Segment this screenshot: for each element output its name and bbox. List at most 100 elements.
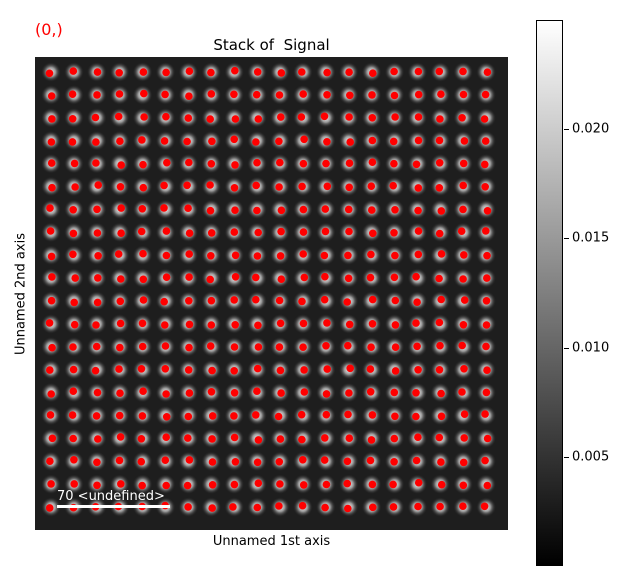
peak-marker (414, 227, 423, 235)
peak-marker (436, 502, 444, 511)
peak-marker (68, 90, 77, 98)
peak-marker (367, 250, 375, 259)
peak-marker (47, 390, 55, 398)
peak-marker (71, 183, 79, 191)
peak-marker (47, 159, 56, 167)
peak-marker (69, 229, 78, 238)
peak-marker (92, 412, 101, 420)
peak-marker (368, 206, 376, 214)
colorbar-tick-label: 0.010 (572, 340, 610, 356)
peak-marker (320, 112, 329, 121)
peak-marker (160, 297, 168, 306)
peak-marker (391, 206, 399, 214)
peak-marker (298, 435, 306, 444)
peak-marker (114, 250, 123, 258)
colorbar-tick-label: 0.005 (572, 449, 610, 465)
peak-marker (71, 274, 79, 282)
peak-marker (299, 343, 307, 352)
peak-marker (117, 480, 125, 488)
peak-marker (139, 296, 148, 304)
peak-marker (460, 296, 469, 304)
peak-marker (437, 412, 446, 421)
peak-marker (391, 113, 399, 121)
peak-marker (460, 434, 469, 442)
colorbar-tick-label: 0.015 (572, 230, 610, 246)
peak-marker (412, 160, 421, 169)
peak-marker (47, 296, 56, 305)
peak-marker (414, 67, 423, 76)
peak-marker (345, 159, 354, 167)
peak-marker (480, 115, 489, 123)
peak-marker (230, 412, 238, 420)
peak-marker (368, 480, 377, 489)
peak-marker (115, 90, 124, 98)
peak-marker (300, 366, 308, 374)
peak-marker (458, 341, 467, 350)
peak-marker (297, 113, 306, 121)
peak-marker (162, 433, 170, 442)
peak-marker (344, 205, 353, 214)
peak-marker (230, 135, 238, 144)
peak-marker (207, 252, 215, 260)
peak-marker (231, 161, 239, 169)
peak-marker (206, 206, 215, 215)
peak-marker (346, 91, 354, 100)
peak-marker (457, 227, 466, 235)
scalebar-line (57, 505, 170, 508)
peak-marker (390, 229, 398, 237)
peak-marker (322, 159, 330, 168)
peak-marker (412, 319, 420, 327)
peak-marker (437, 480, 446, 489)
peak-marker (277, 389, 285, 397)
peak-marker (68, 411, 77, 419)
peak-marker (162, 112, 170, 121)
peak-marker (344, 341, 352, 350)
peak-marker (459, 181, 468, 190)
peak-marker (389, 480, 397, 489)
peak-marker (161, 321, 169, 329)
peak-marker (297, 410, 306, 419)
peak-marker (321, 227, 330, 236)
peak-marker (208, 504, 216, 512)
peak-marker (389, 503, 398, 511)
peak-marker (343, 298, 352, 306)
peak-marker (161, 90, 169, 99)
peak-marker (253, 387, 261, 396)
peak-marker (138, 342, 147, 351)
peak-marker (481, 410, 489, 418)
peak-marker (346, 138, 355, 146)
peak-marker (299, 159, 308, 168)
peak-marker (275, 343, 284, 351)
corner-label: (0,) (35, 20, 63, 39)
peak-marker (70, 298, 78, 307)
peak-marker (45, 69, 54, 78)
peak-marker (208, 481, 217, 489)
peak-marker (366, 456, 375, 465)
peak-marker (116, 433, 125, 441)
peak-marker (483, 434, 492, 443)
colorbar-tick (564, 238, 569, 240)
peak-marker (344, 274, 353, 283)
peak-marker (69, 250, 77, 259)
peak-marker (435, 433, 444, 442)
peak-marker (117, 229, 125, 237)
peak-marker (206, 115, 214, 123)
peak-marker (390, 91, 399, 100)
peak-marker (139, 249, 147, 258)
peak-marker (139, 387, 147, 396)
peak-marker (481, 137, 490, 145)
peak-marker (184, 412, 193, 421)
peak-marker (46, 411, 55, 419)
image-axes[interactable] (35, 57, 508, 530)
peak-marker (46, 457, 54, 466)
peak-marker (230, 433, 239, 442)
peak-marker (437, 389, 445, 398)
peak-marker (389, 137, 398, 146)
peak-marker (117, 161, 125, 169)
peak-marker (116, 389, 124, 398)
peak-marker (435, 136, 444, 145)
peak-marker (208, 412, 217, 420)
peak-marker (482, 388, 491, 397)
peak-marker (459, 481, 468, 490)
peak-marker (437, 207, 446, 215)
